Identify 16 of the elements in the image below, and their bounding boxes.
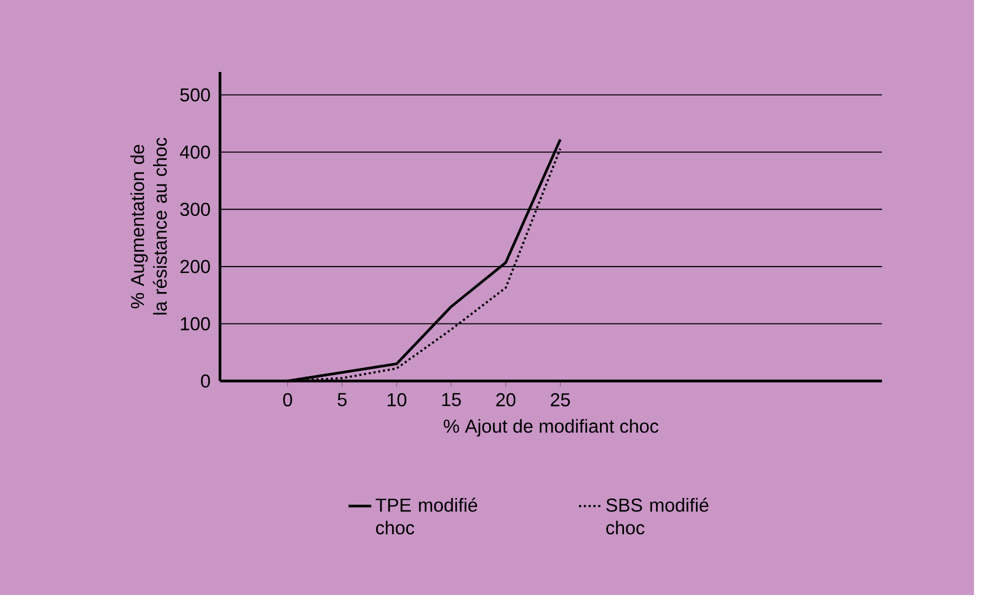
y-tick-label: 400 bbox=[180, 145, 210, 159]
y-tick-label: 300 bbox=[180, 202, 210, 216]
x-tick-label: 15 bbox=[442, 393, 461, 406]
x-tick-label: 25 bbox=[550, 393, 570, 406]
y-tick-label: 200 bbox=[180, 260, 210, 274]
y-tick-label: 0 bbox=[201, 374, 210, 388]
y-tick-label: 500 bbox=[180, 88, 210, 102]
y-tick-label: 100 bbox=[180, 317, 210, 330]
x-tick-label: 10 bbox=[388, 393, 406, 406]
x-axis-title: % Ajout de modifiant choc bbox=[444, 419, 658, 436]
y-axis-title: % Augmentation de la résistance au choc bbox=[130, 138, 167, 314]
x-tick-label: 0 bbox=[283, 393, 292, 406]
x-tick-label: 20 bbox=[496, 393, 516, 406]
legend-label: SBS modifié choc bbox=[606, 498, 708, 534]
legend-label: TPE modifié choc bbox=[376, 498, 478, 534]
x-tick-label: 5 bbox=[338, 393, 347, 406]
